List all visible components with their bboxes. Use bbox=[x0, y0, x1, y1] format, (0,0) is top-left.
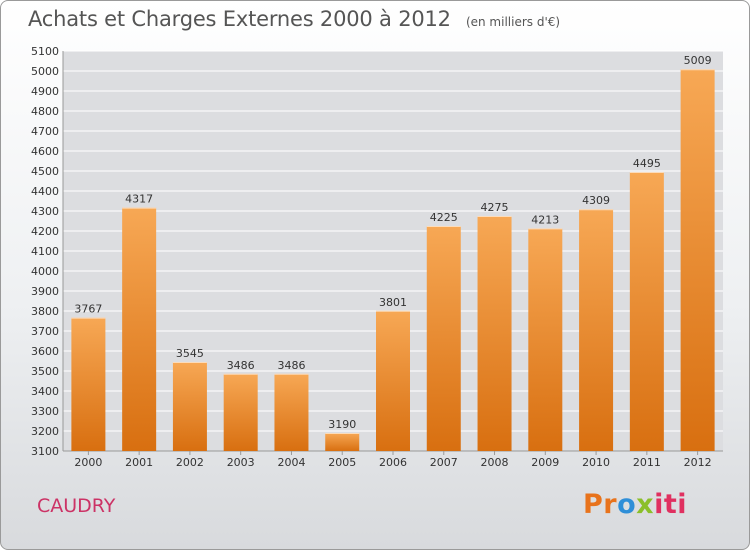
bar-2001 bbox=[122, 207, 157, 451]
x-tick-label: 2005 bbox=[328, 456, 356, 469]
logo-part-1: Pr bbox=[583, 489, 618, 520]
y-tick-label: 4600 bbox=[31, 145, 59, 158]
bar-2004 bbox=[274, 373, 309, 451]
data-label: 4495 bbox=[633, 157, 661, 170]
y-tick-label: 3300 bbox=[31, 405, 59, 418]
title-block: Achats et Charges Externes 2000 à 2012 (… bbox=[28, 7, 560, 31]
y-tick-label: 4300 bbox=[31, 205, 59, 218]
bar-2006 bbox=[376, 310, 410, 451]
x-tick-label: 2000 bbox=[74, 456, 102, 469]
proxiti-logo: Proxiti bbox=[583, 489, 687, 520]
y-tick-label: 4400 bbox=[31, 185, 59, 198]
bar-2010 bbox=[579, 209, 614, 451]
x-tick-label: 2009 bbox=[531, 456, 559, 469]
y-tick-label: 3800 bbox=[31, 305, 59, 318]
logo-part-2: o bbox=[617, 489, 637, 520]
x-tick-label: 2004 bbox=[277, 456, 305, 469]
x-tick-label: 2010 bbox=[582, 456, 610, 469]
x-tick-label: 2001 bbox=[125, 456, 153, 469]
x-tick-label: 2006 bbox=[379, 456, 407, 469]
y-tick-label: 5000 bbox=[31, 65, 59, 78]
y-tick-label: 4700 bbox=[31, 125, 59, 138]
x-tick-label: 2012 bbox=[684, 456, 712, 469]
data-label: 3801 bbox=[379, 296, 407, 309]
x-tick-label: 2002 bbox=[176, 456, 204, 469]
bar-2007 bbox=[426, 226, 461, 451]
bar-2012 bbox=[680, 69, 715, 451]
bar-2008 bbox=[477, 216, 512, 451]
x-tick-label: 2003 bbox=[227, 456, 255, 469]
y-tick-label: 3900 bbox=[31, 285, 59, 298]
y-tick-label: 3100 bbox=[31, 445, 59, 458]
data-label: 4275 bbox=[481, 201, 509, 214]
x-tick-label: 2007 bbox=[430, 456, 458, 469]
chart-subtitle: (en milliers d'€) bbox=[465, 15, 561, 29]
data-label: 3486 bbox=[227, 359, 255, 372]
city-name: CAUDRY bbox=[37, 495, 116, 517]
data-label: 3486 bbox=[277, 359, 305, 372]
data-label: 4225 bbox=[430, 211, 458, 224]
x-tick-label: 2011 bbox=[633, 456, 661, 469]
bar-2003 bbox=[223, 373, 258, 451]
bar-2002 bbox=[172, 362, 207, 451]
bar-2000 bbox=[71, 317, 106, 451]
y-tick-label: 4100 bbox=[31, 245, 59, 258]
data-label: 3545 bbox=[176, 347, 204, 360]
y-tick-label: 3700 bbox=[31, 325, 59, 338]
x-tick-label: 2008 bbox=[481, 456, 509, 469]
y-tick-label: 3200 bbox=[31, 425, 59, 438]
bar-2005 bbox=[325, 433, 360, 451]
logo-part-4: iti bbox=[654, 489, 688, 520]
y-tick-label: 4200 bbox=[31, 225, 59, 238]
data-label: 3767 bbox=[74, 303, 102, 316]
chart-title: Achats et Charges Externes 2000 à 2012 bbox=[28, 7, 451, 31]
y-tick-label: 4800 bbox=[31, 105, 59, 118]
data-label: 4317 bbox=[125, 193, 153, 206]
data-label: 4309 bbox=[582, 194, 610, 207]
logo-part-3: x bbox=[636, 489, 655, 520]
bar-2011 bbox=[629, 172, 664, 451]
y-tick-label: 5100 bbox=[31, 45, 59, 58]
y-tick-label: 4500 bbox=[31, 165, 59, 178]
y-tick-label: 4900 bbox=[31, 85, 59, 98]
data-label: 3190 bbox=[328, 418, 356, 431]
data-label: 4213 bbox=[531, 213, 559, 226]
bar-2009 bbox=[528, 228, 563, 451]
y-tick-label: 3500 bbox=[31, 365, 59, 378]
y-tick-label: 3600 bbox=[31, 345, 59, 358]
y-tick-label: 4000 bbox=[31, 265, 59, 278]
data-label: 5009 bbox=[684, 54, 712, 67]
y-tick-label: 3400 bbox=[31, 385, 59, 398]
